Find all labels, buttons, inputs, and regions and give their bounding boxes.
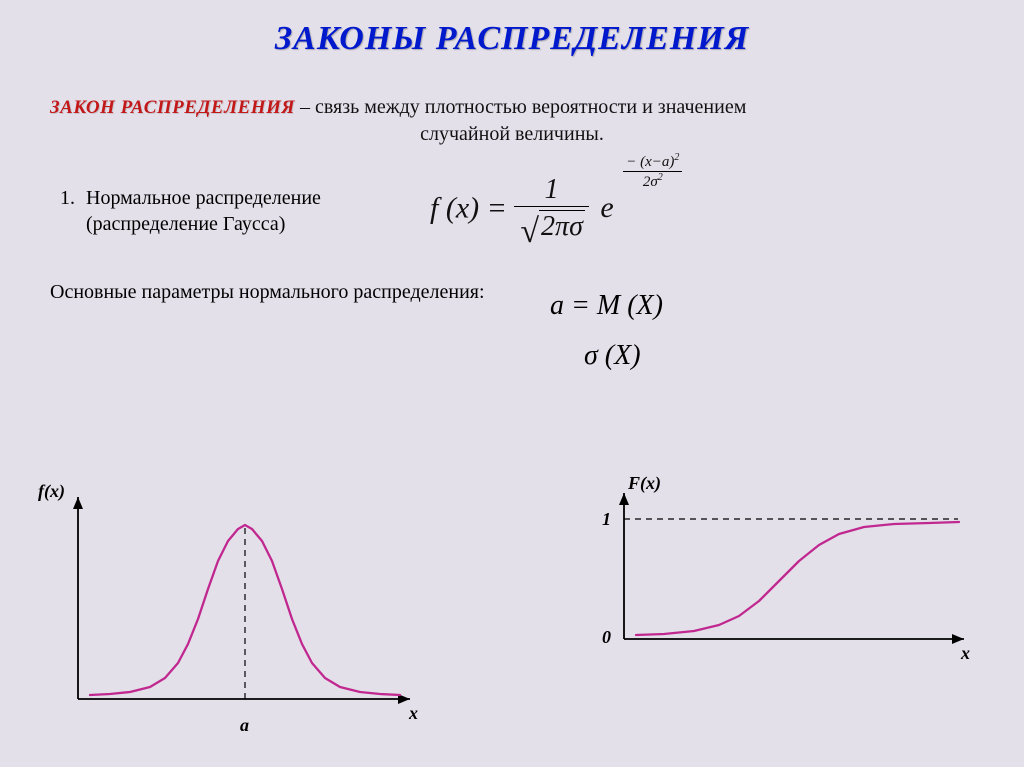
item-1-line1: Нормальное распределение	[86, 187, 321, 209]
pdf-svg	[30, 479, 430, 739]
item-1-line2: (распределение Гаусса)	[86, 213, 285, 235]
formula-numerator: 1	[514, 174, 589, 207]
definition-lead: ЗАКОН РАСПРЕДЕЛЕНИЯ	[50, 97, 295, 118]
cdf-chart: F(x) 1 0 x	[564, 479, 984, 739]
definition-block: ЗАКОН РАСПРЕДЕЛЕНИЯ – связь между плотно…	[0, 58, 1024, 148]
cdf-xlabel: x	[961, 643, 970, 664]
charts-row: f(x) x a F(x) 1 0 x	[0, 479, 1024, 739]
definition-rest2: случайной величины.	[50, 121, 974, 148]
cdf-one-label: 1	[602, 509, 611, 530]
pdf-xlabel: x	[409, 703, 418, 724]
pdf-chart: f(x) x a	[30, 479, 430, 739]
formula-denominator: √2πσ	[514, 207, 589, 247]
param-eq1: a = M (X)	[550, 281, 663, 331]
formula-fraction: 1 √2πσ	[514, 174, 589, 247]
gaussian-formula: f (x) = 1 √2πσ e − (x−a)2 2σ2	[430, 174, 974, 247]
parameters-row: Основные параметры нормального распредел…	[0, 247, 1024, 382]
item-1-text: 1.Нормальное распределение (распределени…	[60, 185, 420, 237]
cdf-svg	[564, 479, 984, 679]
parameters-formulas: a = M (X) σ (X)	[550, 281, 663, 382]
cdf-zero-label: 0	[602, 627, 611, 648]
item-1-number: 1.	[60, 185, 86, 211]
pdf-ylabel: f(x)	[38, 481, 65, 502]
page-title: ЗАКОНЫ РАСПРЕДЕЛЕНИЯ	[0, 0, 1024, 58]
parameters-text: Основные параметры нормального распредел…	[50, 281, 550, 304]
pdf-mean-label: a	[240, 715, 249, 736]
formula-lhs: f (x) =	[430, 191, 507, 224]
definition-rest1: – связь между плотностью вероятности и з…	[295, 96, 746, 118]
cdf-ylabel: F(x)	[628, 473, 661, 494]
item-1-row: 1.Нормальное распределение (распределени…	[0, 148, 1024, 247]
formula-exponent: − (x−a)2 2σ2	[623, 152, 682, 191]
formula-e: e	[600, 191, 613, 224]
param-eq2: σ (X)	[550, 331, 663, 381]
